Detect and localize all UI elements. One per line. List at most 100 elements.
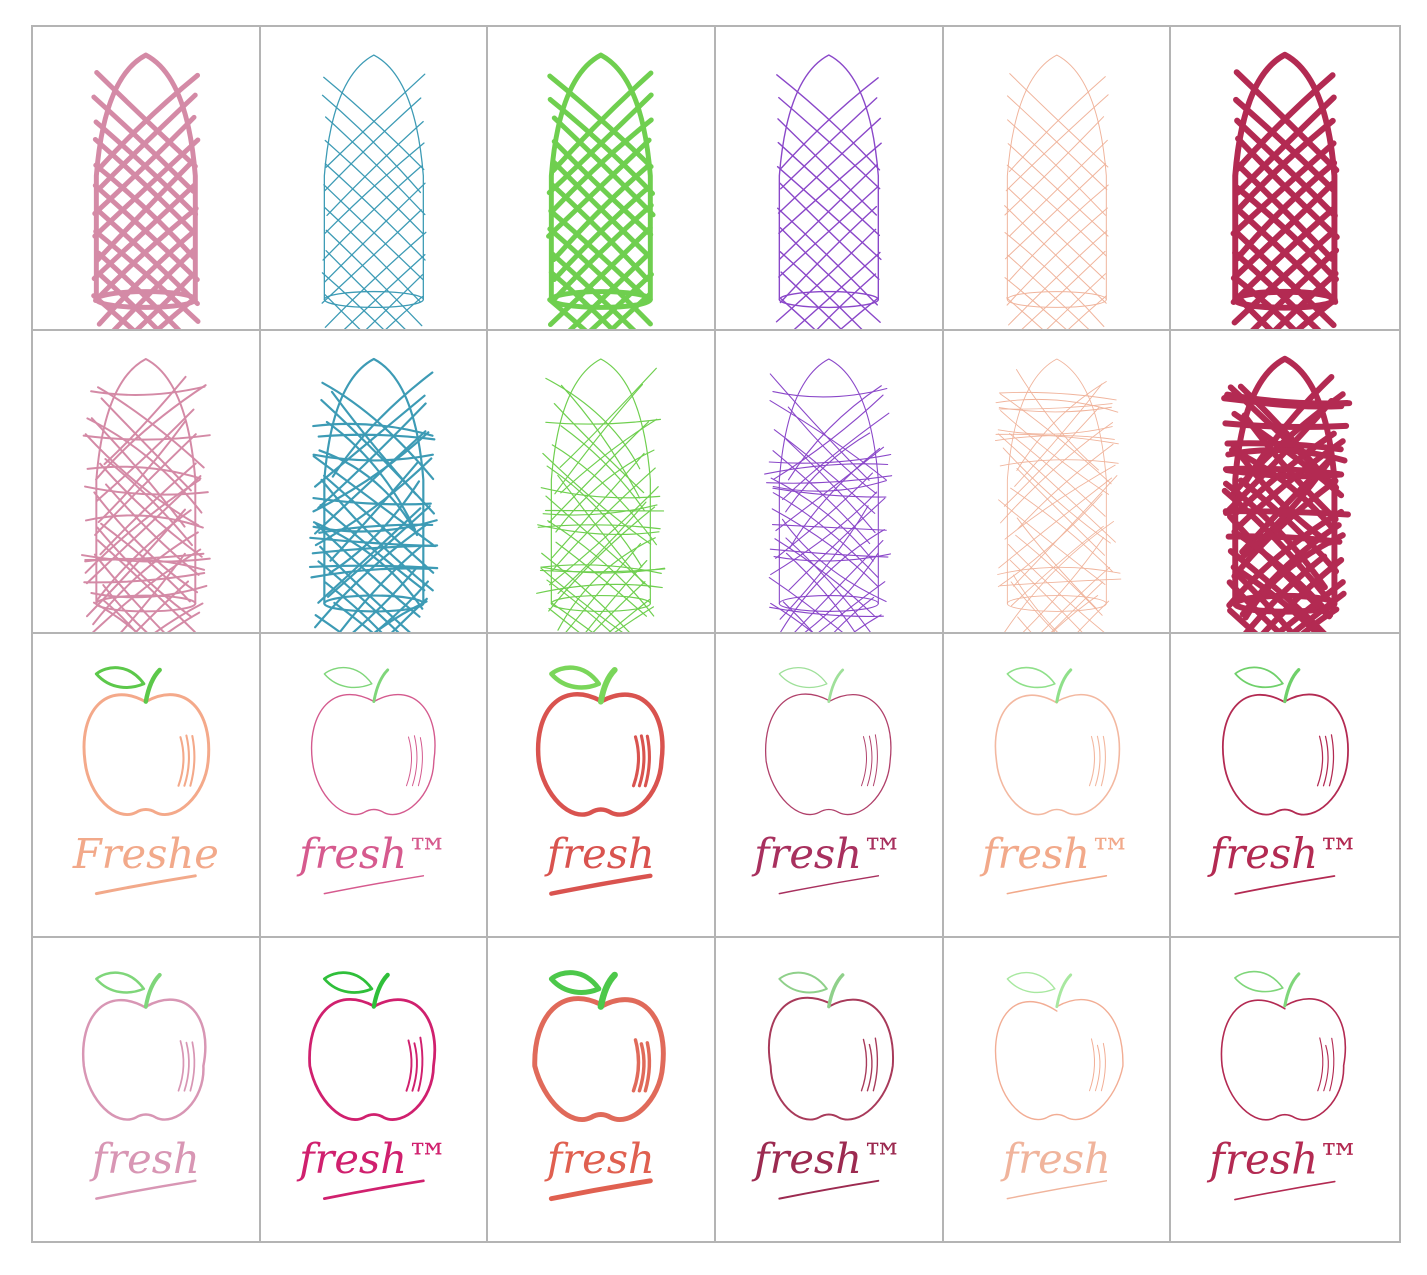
scribble-stroke — [998, 391, 1117, 400]
apple-outline — [1220, 997, 1347, 1120]
lattice-stroke — [337, 544, 422, 632]
sketch-canvas — [91, 52, 201, 329]
fresh-wordmark: fresh™ — [1207, 829, 1360, 878]
lattice-stroke — [776, 74, 881, 171]
shading-stroke — [872, 734, 878, 787]
lattice-stroke — [94, 158, 196, 263]
lattice-stroke — [775, 471, 874, 559]
scribble-stroke — [541, 486, 661, 498]
lattice-stroke — [997, 432, 1116, 543]
lattice-stroke — [1231, 229, 1336, 326]
apple-stem — [372, 668, 389, 704]
lattice-stroke — [91, 548, 202, 632]
sketch-canvas — [536, 357, 666, 632]
tower-sketch — [91, 52, 201, 329]
apple-leaf — [323, 667, 373, 689]
lattice-stroke — [768, 576, 844, 632]
lattice-stroke — [780, 77, 879, 169]
lattice-stroke — [1223, 397, 1335, 516]
lattice-stroke — [1234, 72, 1336, 172]
scribble-stroke — [311, 422, 434, 437]
apple-leaf — [322, 970, 373, 994]
sketch-canvas — [1230, 51, 1341, 329]
sketch-cell-r0-c2 — [488, 27, 716, 331]
apple-drawing — [1220, 970, 1347, 1120]
scribble-stroke — [84, 485, 209, 496]
underline-swoosh — [1234, 1180, 1336, 1200]
lattice-stroke — [1007, 543, 1105, 632]
lattice-stroke — [1006, 254, 1089, 329]
scribble-stroke — [90, 584, 208, 598]
lattice-stroke — [134, 579, 189, 632]
scribble-stroke — [86, 465, 202, 479]
scribble-stroke — [90, 385, 206, 396]
apple-stem — [597, 971, 619, 1010]
sketch-canvas: fresh — [536, 665, 665, 896]
lattice-stroke — [102, 598, 138, 632]
shading-stroke — [638, 1041, 646, 1092]
sketch-cell-r2-c5: fresh™ — [1171, 634, 1399, 938]
fresh-wordmark: fresh — [544, 829, 655, 878]
lattice-stroke — [592, 580, 646, 632]
scribble-stroke — [1224, 466, 1345, 479]
scribble-stroke — [772, 487, 887, 498]
apple-stem — [371, 972, 390, 1009]
lattice-stroke — [325, 420, 416, 531]
apple-outline — [532, 995, 667, 1122]
apple-drawing — [310, 667, 436, 816]
lattice-stroke — [1004, 163, 1106, 260]
lattice-stroke — [1230, 206, 1336, 306]
lattice-stroke — [97, 419, 187, 523]
sketch-grid: Freshe fresh™ fresh fresh™ fresh™ fresh™ fresh… — [31, 25, 1401, 1243]
lattice-stroke — [134, 272, 195, 329]
lattice-stroke — [1002, 446, 1111, 544]
lattice-stroke — [92, 530, 199, 625]
lattice-stroke — [554, 383, 644, 494]
shading-stroke — [183, 734, 190, 787]
underline-swoosh — [549, 1177, 654, 1201]
lattice-stroke — [548, 607, 581, 632]
lattice-stroke — [1016, 443, 1114, 529]
scribble-stroke — [308, 564, 438, 569]
apple-drawing — [82, 666, 211, 816]
lattice-stroke — [550, 117, 655, 214]
lattice-stroke — [547, 297, 588, 329]
sketch-cell-r0-c1 — [260, 27, 489, 331]
lattice-stroke — [778, 142, 882, 235]
lattice-stroke — [1007, 230, 1108, 326]
sketch-cell-r1-c2 — [488, 330, 716, 634]
fresh-wordmark: fresh™ — [751, 829, 903, 878]
lattice-stroke — [1228, 547, 1328, 632]
lattice-stroke — [155, 296, 197, 329]
lattice-stroke — [324, 294, 360, 329]
lattice-stroke — [1040, 566, 1110, 632]
scribble-stroke — [772, 387, 888, 398]
lattice-stroke — [325, 250, 405, 329]
lattice-stroke — [1289, 590, 1347, 632]
lattice-stroke — [373, 599, 428, 632]
shading-stroke — [1100, 735, 1106, 787]
scribble-stroke — [312, 453, 434, 461]
tower-sketch — [775, 54, 882, 329]
scribble-stroke — [311, 496, 432, 505]
shading-stroke — [405, 736, 412, 787]
sketch-cell-r2-c1: fresh™ — [260, 634, 489, 938]
lattice-stroke — [565, 542, 642, 632]
lattice-stroke — [313, 394, 426, 488]
sketch-canvas: fresh™ — [1207, 666, 1360, 895]
lattice-stroke — [609, 291, 653, 329]
lattice-stroke — [779, 504, 869, 620]
lattice-stroke — [344, 253, 426, 329]
lattice-stroke — [390, 597, 428, 632]
shading-stroke — [177, 736, 185, 787]
shading-stroke — [189, 1040, 196, 1092]
sketch-canvas — [81, 357, 211, 632]
sketch-cell-r0-c0 — [33, 27, 261, 331]
lattice-stroke — [774, 537, 875, 616]
tower-outline — [93, 52, 198, 302]
lattice-stroke — [997, 477, 1112, 568]
tower-outline — [551, 357, 652, 604]
lattice-stroke — [1016, 615, 1032, 632]
apple-leaf — [549, 665, 602, 690]
lattice-stroke — [112, 247, 197, 329]
